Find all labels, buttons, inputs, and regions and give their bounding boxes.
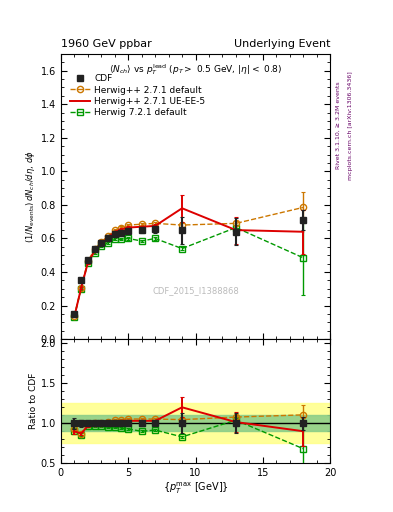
- Text: $\langle N_{ch}\rangle$ vs $p_T^{\mathrm{lead}}$ ($p_T >$ 0.5 GeV, $|\eta| <$ 0.: $\langle N_{ch}\rangle$ vs $p_T^{\mathrm…: [109, 62, 282, 77]
- Y-axis label: Ratio to CDF: Ratio to CDF: [29, 373, 38, 430]
- Text: Rivet 3.1.10, ≥ 3.2M events: Rivet 3.1.10, ≥ 3.2M events: [336, 81, 340, 169]
- Bar: [61, 415, 330, 431]
- Text: 1960 GeV ppbar: 1960 GeV ppbar: [61, 38, 152, 49]
- X-axis label: $\{p_T^{\mathrm{max}}$ [GeV]$\}$: $\{p_T^{\mathrm{max}}$ [GeV]$\}$: [163, 481, 228, 497]
- Text: CDF_2015_I1388868: CDF_2015_I1388868: [152, 286, 239, 295]
- Text: mcplots.cern.ch [arXiv:1306.3436]: mcplots.cern.ch [arXiv:1306.3436]: [348, 71, 353, 180]
- Bar: [61, 403, 330, 443]
- Y-axis label: $(1/N_{\mathrm{events}})\, dN_{ch}/d\eta,\, d\phi$: $(1/N_{\mathrm{events}})\, dN_{ch}/d\eta…: [24, 150, 37, 243]
- Text: Underlying Event: Underlying Event: [233, 38, 330, 49]
- Legend: CDF, Herwig++ 2.7.1 default, Herwig++ 2.7.1 UE-EE-5, Herwig 7.2.1 default: CDF, Herwig++ 2.7.1 default, Herwig++ 2.…: [68, 73, 207, 119]
